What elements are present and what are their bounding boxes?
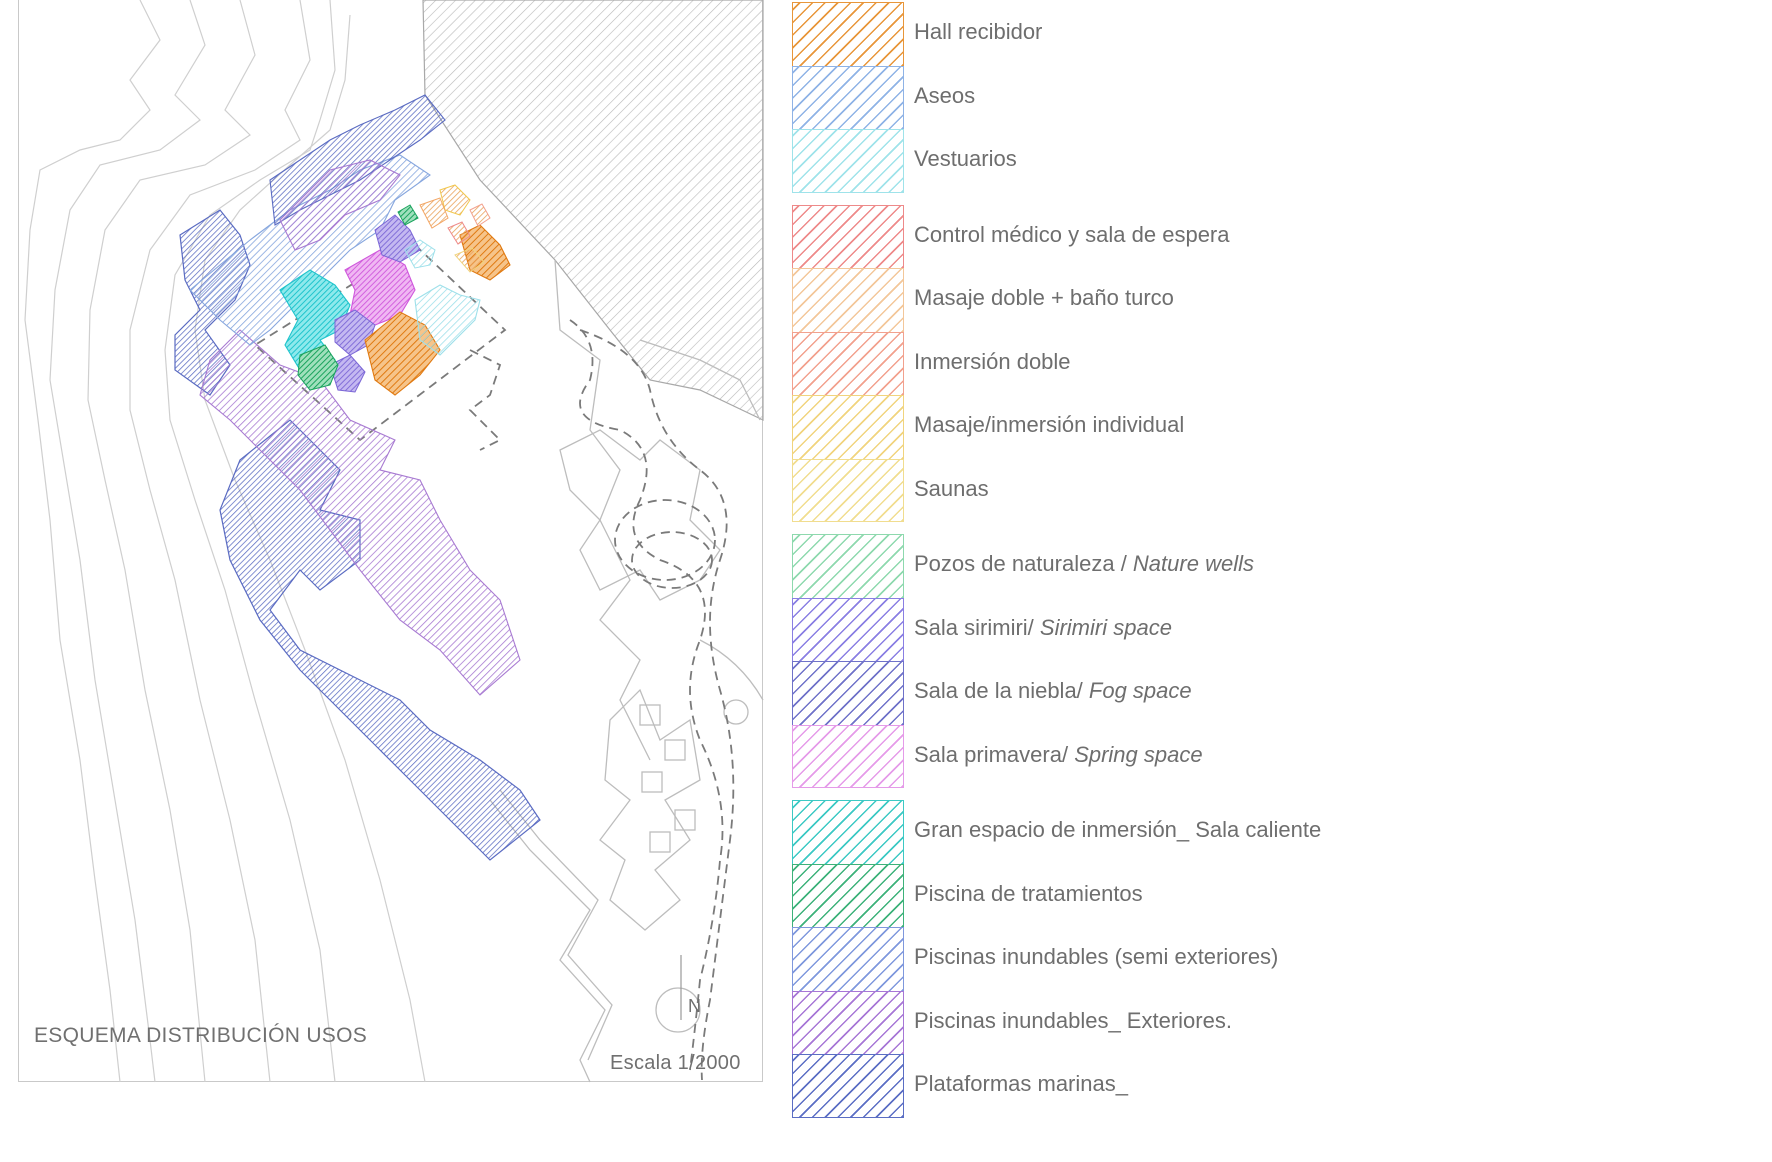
zone-aseos	[404, 239, 436, 269]
legend-label: Inmersión doble	[914, 349, 1071, 375]
zone-inmersion-doble	[469, 203, 491, 227]
zone-vestuarios	[414, 284, 481, 356]
legend-swatch	[792, 597, 904, 661]
hatched-zone	[422, 0, 764, 421]
legend-label-en: Spring space	[1074, 741, 1203, 767]
legend-label: Sala de la niebla/ Fog space	[914, 678, 1192, 704]
legend-label: Piscinas inundables (semi exteriores)	[914, 944, 1278, 970]
legend-swatch	[792, 724, 904, 788]
zone-masaje-doble	[419, 197, 449, 229]
legend-label: Sala primavera/ Spring space	[914, 742, 1203, 768]
legend-label-es: Plataformas marinas_	[914, 1071, 1128, 1096]
legend-swatch	[792, 395, 904, 459]
site-plan-frame	[18, 0, 763, 1082]
legend-label-es: Masaje/inmersión individual	[914, 412, 1185, 437]
legend-label-en: Sirimiri space	[1039, 614, 1172, 640]
zone-aseos-small	[397, 204, 419, 226]
legend-label-es: Hall recibidor	[914, 19, 1043, 44]
legend-label: Control médico y sala de espera	[914, 222, 1230, 248]
legend-swatch	[792, 65, 904, 129]
zone-piscinas-exteriores	[199, 329, 521, 696]
legend-label-es: Inmersión doble	[914, 348, 1071, 374]
legend-swatch	[792, 661, 904, 725]
legend-swatch	[792, 1054, 904, 1118]
legend-label-es: Sala primavera/	[914, 741, 1075, 767]
legend-label-es: Aseos	[914, 82, 976, 108]
plan-title: ESQUEMA DISTRIBUCIÓN USOS	[34, 1024, 368, 1047]
plan-scale: Escala 1/2000	[610, 1052, 741, 1074]
legend-label-es: Saunas	[914, 475, 989, 501]
legend-swatch	[792, 204, 904, 268]
legend-label-en: Nature wells	[1132, 551, 1254, 576]
legend-label-es: Sala sirimiri/	[914, 614, 1040, 640]
site-plan: N	[24, 0, 764, 1083]
legend-swatch	[792, 331, 904, 395]
legend-label: Hall recibidor	[914, 19, 1042, 45]
legend-label: Sala sirimiri/ Sirimiri space	[914, 615, 1172, 641]
legend-swatch	[792, 990, 904, 1054]
legend-label: Masaje/inmersión individual	[914, 412, 1184, 438]
legend-swatch	[792, 534, 904, 598]
legend-label: Aseos	[914, 83, 975, 109]
legend-label-en: Fog space	[1088, 678, 1192, 703]
zone-control-medico	[447, 221, 471, 245]
legend-label-es: Vestuarios	[914, 146, 1017, 171]
zone-masaje-individual	[454, 247, 485, 273]
legend-label: Piscinas inundables_ Exteriores.	[914, 1008, 1232, 1034]
legend-swatch	[792, 2, 904, 66]
legend-label: Vestuarios	[914, 146, 1017, 172]
legend-label-es: Piscina de tratamientos	[914, 880, 1143, 906]
legend-swatch	[792, 927, 904, 991]
legend-swatch	[792, 800, 904, 864]
legend-label: Pozos de naturaleza / Nature wells	[914, 551, 1254, 577]
zone-saunas	[439, 184, 471, 216]
legend-label-es: Piscinas inundables (semi exteriores)	[914, 944, 1279, 969]
contour-lines	[24, 0, 426, 1083]
legend-swatch	[792, 129, 904, 193]
zone-pozos-naturaleza	[297, 344, 339, 391]
legend-swatch	[792, 458, 904, 522]
site-outlines	[489, 259, 764, 1083]
north-arrow: N	[680, 955, 701, 1020]
legend-label: Masaje doble + baño turco	[914, 285, 1174, 311]
zone-sala-sirimiri-3	[329, 354, 366, 393]
legend-swatch	[792, 863, 904, 927]
legend-label: Saunas	[914, 476, 989, 502]
legend-swatch	[792, 268, 904, 332]
legend-label-es: Pozos de naturaleza /	[914, 551, 1133, 576]
legend-label-es: Masaje doble + baño turco	[914, 285, 1174, 310]
legend-label: Piscina de tratamientos	[914, 881, 1143, 907]
legend-label: Plataformas marinas_	[914, 1071, 1128, 1097]
north-label: N	[688, 996, 701, 1016]
legend-label-es: Control médico y sala de espera	[914, 221, 1230, 247]
legend-label: Gran espacio de inmersión_ Sala caliente	[914, 817, 1321, 843]
building-zones	[174, 94, 541, 861]
annex-boxes	[639, 704, 696, 853]
legend-label-es: Piscinas inundables_ Exteriores.	[914, 1007, 1232, 1033]
legend-label-es: Gran espacio de inmersión_ Sala caliente	[914, 817, 1322, 842]
legend-label-es: Sala de la niebla/	[914, 678, 1089, 703]
zone-sala-primavera-top	[279, 159, 401, 251]
